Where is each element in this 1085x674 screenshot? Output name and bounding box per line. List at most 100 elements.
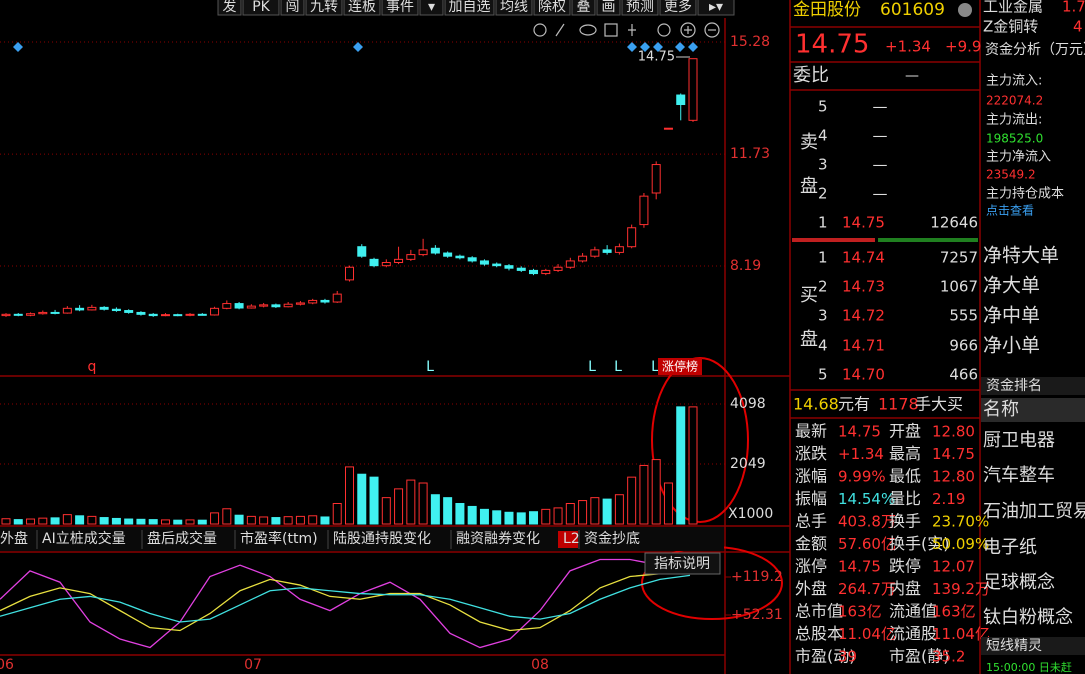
volume-bar bbox=[111, 517, 121, 525]
candle-body bbox=[173, 314, 183, 317]
big-order: 1178 bbox=[878, 395, 919, 414]
fund-item: 主力净流入 bbox=[986, 150, 1051, 165]
candle-body bbox=[663, 127, 673, 130]
indicator-button[interactable] bbox=[644, 552, 721, 575]
volume-bar bbox=[185, 519, 195, 525]
toolbar-button[interactable] bbox=[571, 0, 596, 16]
toolbar-button[interactable] bbox=[280, 0, 305, 16]
fund-item[interactable]: 点击查看 bbox=[986, 204, 1034, 218]
y-tick-label: 11.73 bbox=[730, 146, 770, 162]
candle-body bbox=[271, 304, 281, 308]
toolbar-button[interactable] bbox=[495, 0, 533, 16]
last-price: 14.75 bbox=[795, 30, 869, 60]
toolbar-button[interactable] bbox=[596, 0, 621, 16]
candle-body bbox=[455, 255, 465, 259]
toolbar-button[interactable] bbox=[444, 0, 495, 16]
stat-value: 12.80 bbox=[932, 423, 975, 441]
stat-label: 外盘 bbox=[795, 579, 827, 598]
volume-bar bbox=[173, 519, 183, 525]
toolbar-button-label: 均线 bbox=[500, 0, 528, 15]
rank-item[interactable]: 足球概念 bbox=[983, 571, 1055, 593]
side-label: 卖 bbox=[800, 132, 818, 153]
book-volume: 7257 bbox=[940, 249, 978, 267]
rank-item[interactable]: 石油加工贸易 bbox=[983, 501, 1085, 522]
rank-item[interactable]: 电子纸 bbox=[983, 537, 1037, 558]
toolbar-button[interactable] bbox=[381, 0, 419, 16]
volume-bar bbox=[246, 515, 256, 525]
limit-up-badge[interactable] bbox=[658, 358, 702, 375]
toolbar-button[interactable] bbox=[305, 0, 343, 16]
candle-body bbox=[529, 269, 539, 275]
stat-value: 163亿 bbox=[932, 603, 976, 621]
stat-label: 流通值 bbox=[889, 602, 937, 621]
toolbar-button-label: 更多 bbox=[664, 0, 692, 15]
volume-bar bbox=[602, 498, 612, 525]
sprite-time: 15:00:00 日未赶 bbox=[986, 660, 1072, 674]
volume-bar bbox=[38, 517, 48, 525]
toolbar-button[interactable] bbox=[343, 0, 381, 16]
toolbar-button[interactable] bbox=[217, 0, 242, 16]
stat-label: 最新 bbox=[795, 422, 827, 441]
volume-bar bbox=[492, 510, 502, 525]
volume-bar bbox=[529, 511, 539, 525]
stat-value: 163亿 bbox=[838, 603, 882, 621]
book-level: 3 bbox=[818, 307, 828, 325]
volume-bar bbox=[369, 476, 379, 525]
net-flow-label: 净大单 bbox=[983, 275, 1040, 297]
toolbar-button[interactable] bbox=[697, 0, 735, 16]
toolbar-button[interactable] bbox=[533, 0, 571, 16]
y-tick-label: 15.28 bbox=[730, 34, 770, 50]
tab[interactable]: 融资融券变化 bbox=[456, 531, 540, 547]
candle-body bbox=[99, 306, 109, 310]
candle-body bbox=[688, 58, 698, 121]
tab[interactable]: 盘后成交量 bbox=[147, 530, 217, 547]
rank-item[interactable]: 钛白粉概念 bbox=[983, 606, 1073, 628]
volume-bar bbox=[50, 517, 60, 525]
toolbar-button-label: 发 bbox=[223, 0, 237, 15]
candle-body bbox=[418, 249, 428, 256]
candle-body bbox=[590, 249, 600, 257]
toolbar-button[interactable] bbox=[659, 0, 697, 16]
rank-title: 资金排名 bbox=[986, 378, 1042, 394]
volume-bar bbox=[504, 511, 514, 525]
toolbar-button-label: 加自选 bbox=[449, 0, 491, 15]
tab[interactable]: AI立桩成交量 bbox=[42, 530, 126, 547]
toolbar-button-label: 预测 bbox=[626, 0, 654, 15]
tab[interactable]: 陆股通持股变化 bbox=[333, 531, 431, 547]
candle-body bbox=[185, 313, 195, 316]
candle-body bbox=[234, 303, 244, 309]
candle-body bbox=[541, 269, 551, 275]
candle-body bbox=[406, 254, 416, 260]
indicator-line bbox=[0, 558, 691, 649]
candle-body bbox=[75, 307, 85, 311]
big-order: 手大买 bbox=[915, 395, 963, 414]
toolbar-button-label: ▸▾ bbox=[709, 0, 723, 15]
net-flow-label: 净小单 bbox=[983, 335, 1040, 357]
toolbar-button[interactable] bbox=[242, 0, 280, 16]
candle-body bbox=[627, 227, 637, 248]
rank-item[interactable]: 汽车整车 bbox=[983, 465, 1055, 486]
candle-body bbox=[394, 258, 404, 264]
indicator-line bbox=[0, 574, 691, 623]
icon-row[interactable] bbox=[533, 22, 720, 38]
volume-bar bbox=[345, 466, 354, 525]
volume-bar bbox=[283, 516, 293, 525]
candle-body bbox=[320, 299, 330, 303]
volume-bar bbox=[455, 503, 465, 525]
signal-marker: L bbox=[588, 359, 596, 375]
rank-item[interactable]: 厨卫电器 bbox=[983, 430, 1055, 451]
sprite-header-bg bbox=[981, 637, 1085, 655]
tab[interactable]: 外盘 bbox=[0, 530, 28, 547]
signal-diamonds bbox=[13, 42, 698, 52]
tab[interactable]: 资金抄底 bbox=[584, 531, 640, 547]
sell-ratio-bar bbox=[792, 238, 875, 242]
toolbar-button[interactable] bbox=[621, 0, 659, 16]
candle-body bbox=[210, 307, 220, 316]
tab[interactable]: L2 bbox=[563, 531, 580, 547]
sector-name: 工业金属 bbox=[983, 0, 1043, 16]
volume-bar bbox=[406, 479, 416, 525]
tab[interactable]: 市盈率(ttm) bbox=[240, 530, 318, 547]
candle-body bbox=[504, 265, 514, 269]
weibi-value: — bbox=[905, 68, 919, 84]
toolbar-button[interactable] bbox=[419, 0, 444, 16]
